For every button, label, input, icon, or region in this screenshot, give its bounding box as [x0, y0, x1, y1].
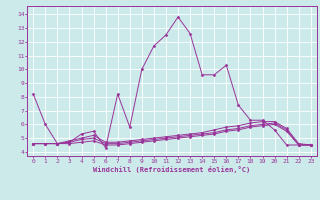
X-axis label: Windchill (Refroidissement éolien,°C): Windchill (Refroidissement éolien,°C) [93, 166, 251, 173]
